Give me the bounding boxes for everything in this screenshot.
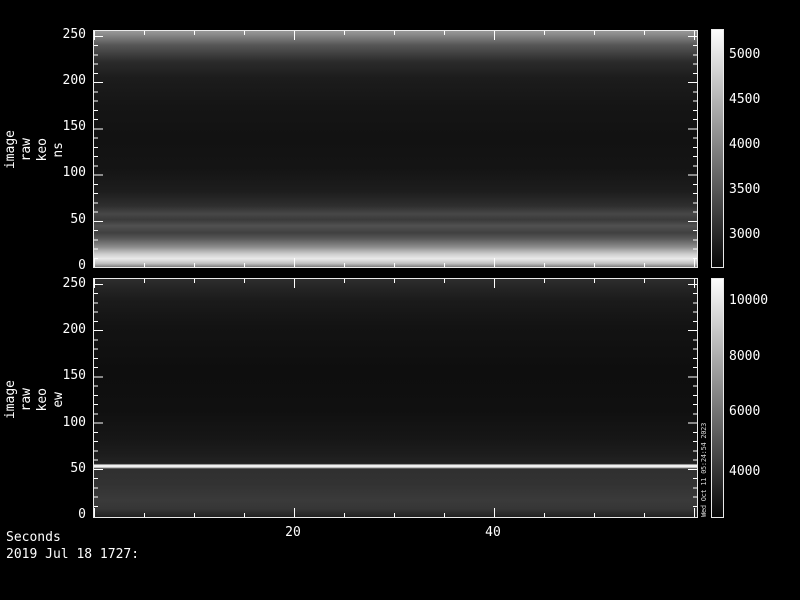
y-minor-ticks-left [94,284,98,515]
y-title-word: image [3,380,18,420]
ytick-label: 0 [78,258,86,273]
x-minor-ticks-top [94,279,697,283]
ytick-label: 150 [62,368,86,383]
x-minor-ticks-bottom [94,263,697,267]
y-title-word: raw [19,388,34,412]
y-title-word: raw [19,138,34,162]
ytick-label: 200 [62,322,86,337]
y-axis-title-ns: image raw keo ns [3,95,66,205]
colorbar-tick-label: 3500 [729,182,761,197]
colorbar-ew [711,278,724,518]
colorbar-tick-label: 8000 [729,349,761,364]
y-minor-ticks-right [693,36,697,267]
x-axis-label: Seconds [6,530,61,545]
x-axis-date-label: 2019 Jul 18 1727: [6,547,140,562]
y-minor-ticks-left [94,36,98,267]
colorbar-tick-label: 4500 [729,92,761,107]
colorbar-tick-label: 4000 [729,137,761,152]
colorbar-tick-label: 5000 [729,47,761,62]
keogram-image-ns [94,31,697,267]
ytick-label: 200 [62,73,86,88]
x-major-ticks-top [94,279,697,288]
colorbar-tick-label: 10000 [729,293,769,308]
ytick-label: 0 [78,507,86,522]
y-title-word: ew [51,392,66,408]
render-timestamp-vertical: Wed Oct 11 05:24:54 2023 [700,423,708,517]
panel-keo-ns [93,30,698,268]
ytick-label: 250 [62,276,86,291]
x-minor-ticks-bottom [94,513,697,517]
y-title-word: image [3,130,18,170]
keogram-image-ew [94,279,697,517]
xtick-label: 20 [285,525,301,540]
x-major-ticks-top [94,31,697,40]
y-title-word: ns [51,142,66,158]
y-title-word: keo [35,388,50,412]
x-major-ticks-bottom [94,258,697,267]
colorbar-tick-label: 4000 [729,464,761,479]
x-minor-ticks-top [94,31,697,35]
ytick-label: 50 [70,461,86,476]
colorbar-tick-label: 3000 [729,227,761,242]
ytick-label: 100 [62,415,86,430]
x-major-ticks-bottom [94,508,697,517]
ytick-label: 50 [70,212,86,227]
colorbar-tick-label: 6000 [729,404,761,419]
y-major-ticks-left [94,284,103,515]
y-minor-ticks-right [693,284,697,515]
xtick-label: 40 [485,525,501,540]
y-title-word: keo [35,138,50,162]
y-major-ticks-right [688,36,697,267]
ytick-label: 150 [62,119,86,134]
y-major-ticks-left [94,36,103,267]
y-axis-title-ew: image raw keo ew [3,345,66,455]
colorbar-ns [711,29,724,268]
ytick-label: 100 [62,165,86,180]
panel-keo-ew [93,278,698,518]
y-major-ticks-right [688,284,697,515]
ytick-label: 250 [62,27,86,42]
